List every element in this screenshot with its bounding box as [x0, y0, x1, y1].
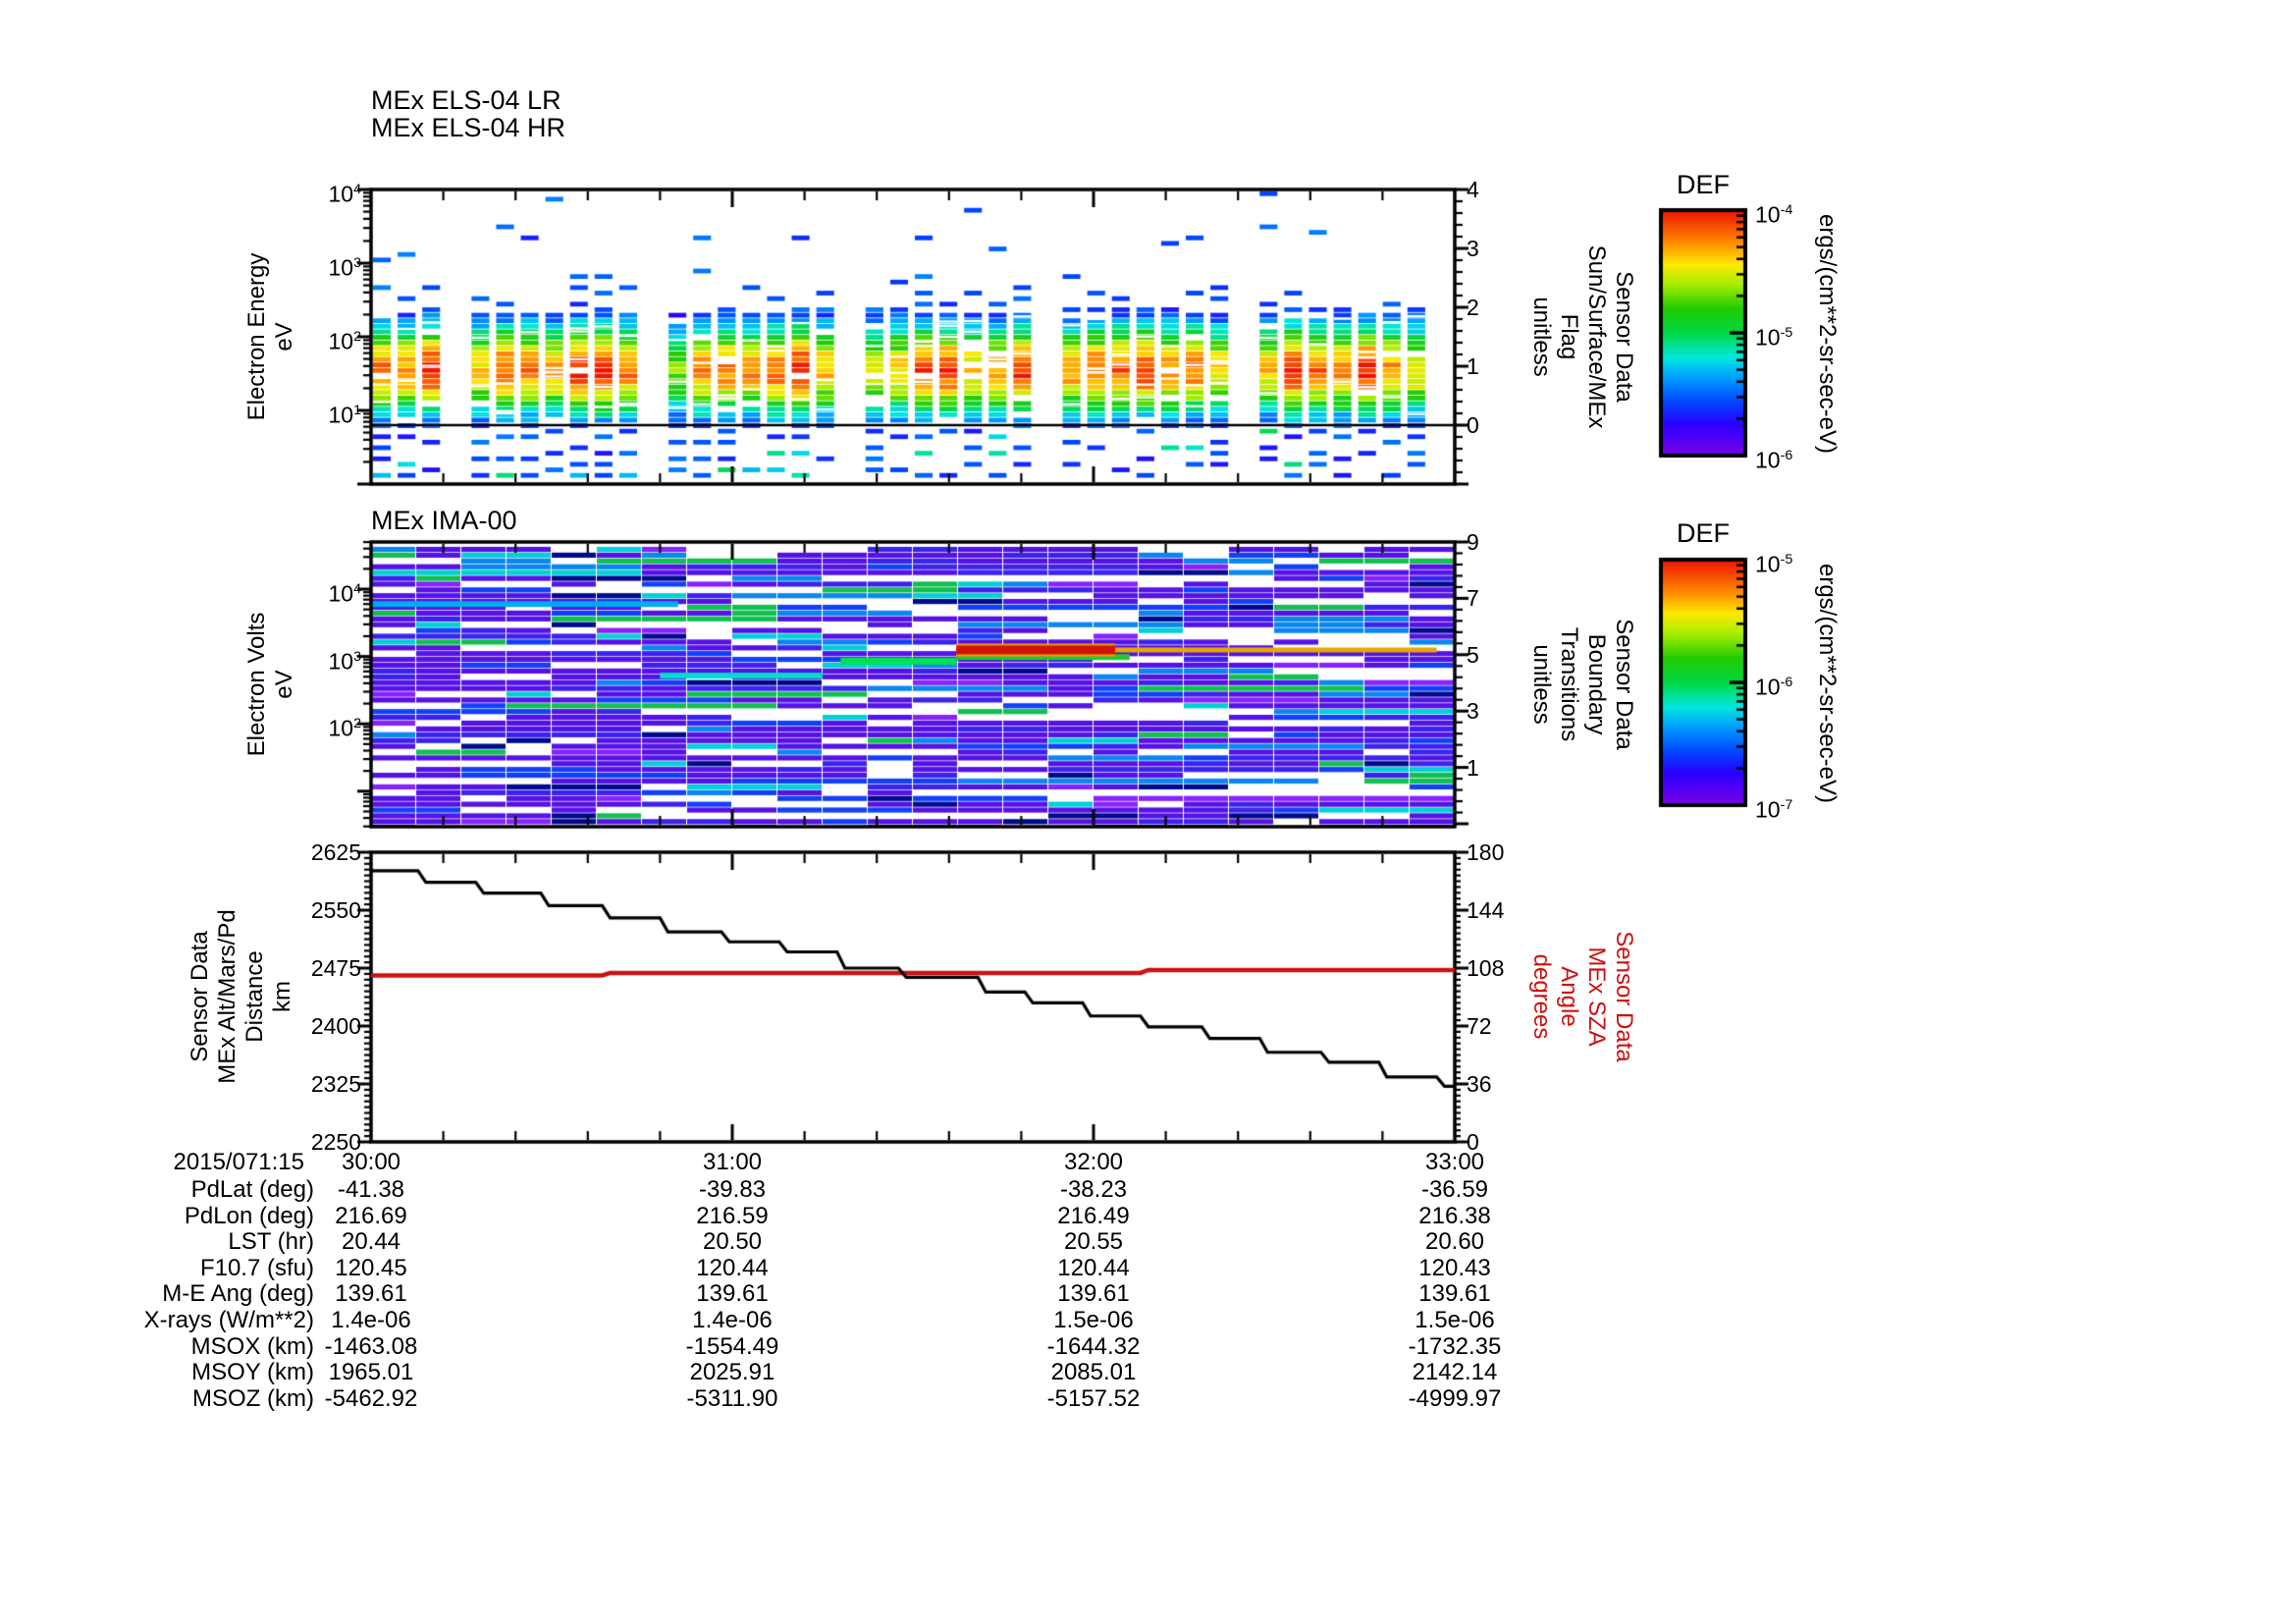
flag-axis-label: Sensor Data Sun/Surface/MEx Flag unitles…: [1527, 245, 1637, 429]
flag-label-line4: unitless: [1528, 297, 1555, 377]
sza-label-line4: degrees: [1528, 953, 1555, 1040]
sza-label-line1: Sensor Data: [1611, 931, 1637, 1062]
sza-label-line3: Angle: [1556, 966, 1582, 1027]
ima-y-axis-label-line1: Electron Volts: [243, 612, 270, 757]
els-y-axis-label-line1: Electron Energy: [243, 252, 270, 421]
altitude-y-axis-label: Sensor Data MEx Alt/Mars/Pd Distance km: [187, 909, 296, 1083]
ima-y-axis-label: Electron Volts eV: [243, 613, 298, 757]
colorbar1-unit-text: ergs/(cm**2-sr-sec-eV): [1814, 213, 1841, 455]
colorbar1-unit-label: ergs/(cm**2-sr-sec-eV): [1813, 214, 1841, 454]
flag-label-line1: Sensor Data: [1611, 271, 1637, 403]
date-label: 2015/071:15: [173, 1149, 304, 1175]
altitude-label-line1: Sensor Data: [187, 931, 213, 1062]
colorbar2-unit-label: ergs/(cm**2-sr-sec-eV): [1813, 564, 1841, 803]
colorbar2-title: DEF: [1677, 518, 1730, 548]
altitude-label-line2: MEx Alt/Mars/Pd: [214, 909, 240, 1084]
colorbar2-unit-text: ergs/(cm**2-sr-sec-eV): [1814, 563, 1841, 804]
boundary-label-line2: Boundary: [1583, 633, 1610, 735]
flag-label-line3: Flag: [1556, 313, 1582, 360]
altitude-label-line4: km: [269, 981, 295, 1012]
ima-title: MEx IMA-00: [371, 506, 517, 535]
boundary-label-line4: unitless: [1528, 644, 1555, 725]
sza-label-line2: MEx SZA: [1583, 947, 1610, 1047]
boundary-label-line3: Transitions: [1556, 626, 1582, 742]
els-y-axis-label-line2: eV: [271, 322, 297, 352]
ima-y-axis-label-line2: eV: [271, 670, 297, 699]
sza-axis-label: Sensor Data MEx SZA Angle degrees: [1527, 931, 1637, 1061]
boundary-axis-label: Sensor Data Boundary Transitions unitles…: [1527, 619, 1637, 749]
boundary-label-line1: Sensor Data: [1611, 619, 1637, 750]
els-title-line1: MEx ELS-04 LR: [371, 85, 561, 115]
els-y-axis-label: Electron Energy eV: [243, 253, 298, 421]
els-title-line2: MEx ELS-04 HR: [371, 113, 566, 142]
flag-label-line2: Sun/Surface/MEx: [1583, 244, 1610, 429]
colorbar1-title: DEF: [1677, 170, 1730, 199]
altitude-label-line3: Distance: [241, 950, 268, 1043]
